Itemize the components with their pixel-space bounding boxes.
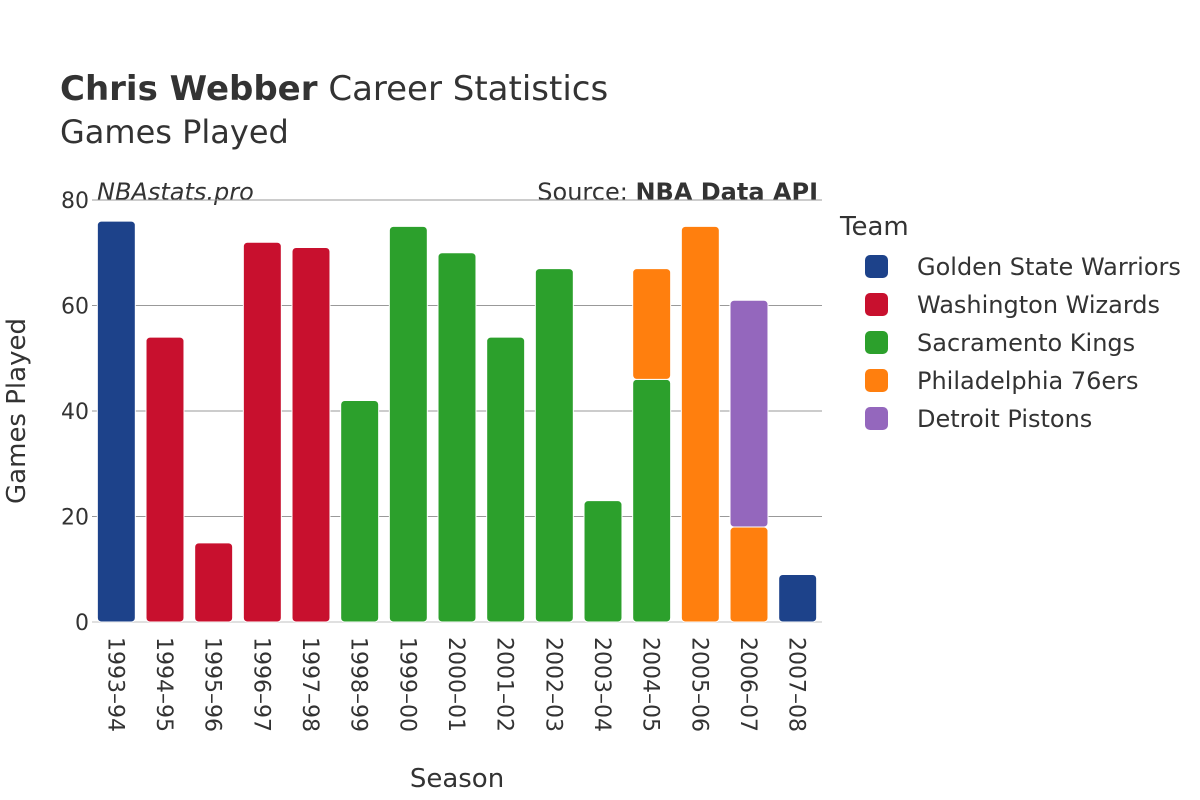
y-axis-ticks: 0 20 40 60 80 xyxy=(61,189,89,636)
source-prefix: Source: xyxy=(537,178,635,206)
bar-segment xyxy=(437,252,477,623)
legend-label: Philadelphia 76ers xyxy=(917,367,1139,395)
legend-swatch xyxy=(865,255,888,278)
bar-segment xyxy=(340,399,380,623)
brand-watermark: NBAstats.pro xyxy=(97,178,254,206)
legend-item[interactable]: Washington Wizards xyxy=(865,291,1160,319)
legend-swatch xyxy=(865,293,888,316)
bar-segment xyxy=(729,526,769,623)
y-tick-label: 60 xyxy=(61,295,89,320)
bar-segment xyxy=(194,542,234,623)
bar-segment xyxy=(534,268,574,623)
x-tick-label: 1993–94 xyxy=(102,637,127,732)
y-tick-label: 0 xyxy=(75,611,89,636)
x-tick-label: 1997–98 xyxy=(297,637,322,732)
chart-title: Chris Webber Career Statistics xyxy=(60,69,608,109)
legend-label: Sacramento Kings xyxy=(917,329,1135,357)
legend: Team Golden State Warriors Washington Wiz… xyxy=(839,212,1181,433)
x-tick-label: 2005–06 xyxy=(686,637,711,732)
bar-segment xyxy=(632,268,672,380)
bar-segment xyxy=(96,220,136,623)
x-tick-label: 2002–03 xyxy=(540,637,565,732)
bar-segment xyxy=(583,500,623,623)
bars xyxy=(96,220,818,623)
chart-subtitle: Games Played xyxy=(60,113,289,151)
bar-segment xyxy=(729,299,769,528)
source-credit: Source: NBA Data API xyxy=(537,178,818,206)
title-player-name: Chris Webber xyxy=(60,69,318,109)
x-tick-label: 1995–96 xyxy=(200,637,225,732)
bar-segment xyxy=(291,246,331,623)
legend-label: Washington Wizards xyxy=(917,291,1160,319)
y-axis-title: Games Played xyxy=(2,318,32,504)
x-tick-label: 1994–95 xyxy=(151,637,176,732)
bar-segment xyxy=(145,336,185,623)
bar-segment xyxy=(778,574,818,623)
legend-swatch xyxy=(865,369,888,392)
y-tick-label: 20 xyxy=(61,506,89,531)
x-tick-label: 2007–08 xyxy=(784,637,809,732)
legend-item[interactable]: Golden State Warriors xyxy=(865,253,1181,281)
x-tick-label: 1996–97 xyxy=(248,637,273,732)
legend-items: Golden State Warriors Washington Wizards S… xyxy=(865,253,1181,433)
bar-segment xyxy=(680,225,720,623)
legend-title: Team xyxy=(839,212,909,242)
x-axis-ticks: 1993–94 1994–95 1995–96 1996–97 1997–98 1998–… xyxy=(102,637,808,732)
bar-segment xyxy=(388,225,428,623)
legend-label: Detroit Pistons xyxy=(917,405,1092,433)
bar-segment xyxy=(486,336,526,623)
x-tick-label: 2001–02 xyxy=(492,637,517,732)
x-tick-label: 2000–01 xyxy=(443,637,468,732)
title-suffix: Career Statistics xyxy=(318,69,609,109)
y-tick-label: 40 xyxy=(61,400,89,425)
x-tick-label: 2004–05 xyxy=(638,637,663,732)
x-tick-label: 1999–00 xyxy=(394,637,419,732)
x-tick-label: 2003–04 xyxy=(589,637,614,732)
source-name: NBA Data API xyxy=(635,178,818,206)
x-tick-label: 1998–99 xyxy=(346,637,371,732)
y-tick-label: 80 xyxy=(61,189,89,214)
bar-segment xyxy=(632,378,672,623)
x-tick-label: 2006–07 xyxy=(735,637,760,732)
x-axis-title: Season xyxy=(410,764,504,794)
legend-swatch xyxy=(865,331,888,354)
legend-item[interactable]: Sacramento Kings xyxy=(865,329,1135,357)
legend-item[interactable]: Detroit Pistons xyxy=(865,405,1092,433)
bar-segment xyxy=(242,241,282,623)
legend-label: Golden State Warriors xyxy=(917,253,1181,281)
legend-swatch xyxy=(865,407,888,430)
legend-item[interactable]: Philadelphia 76ers xyxy=(865,367,1139,395)
